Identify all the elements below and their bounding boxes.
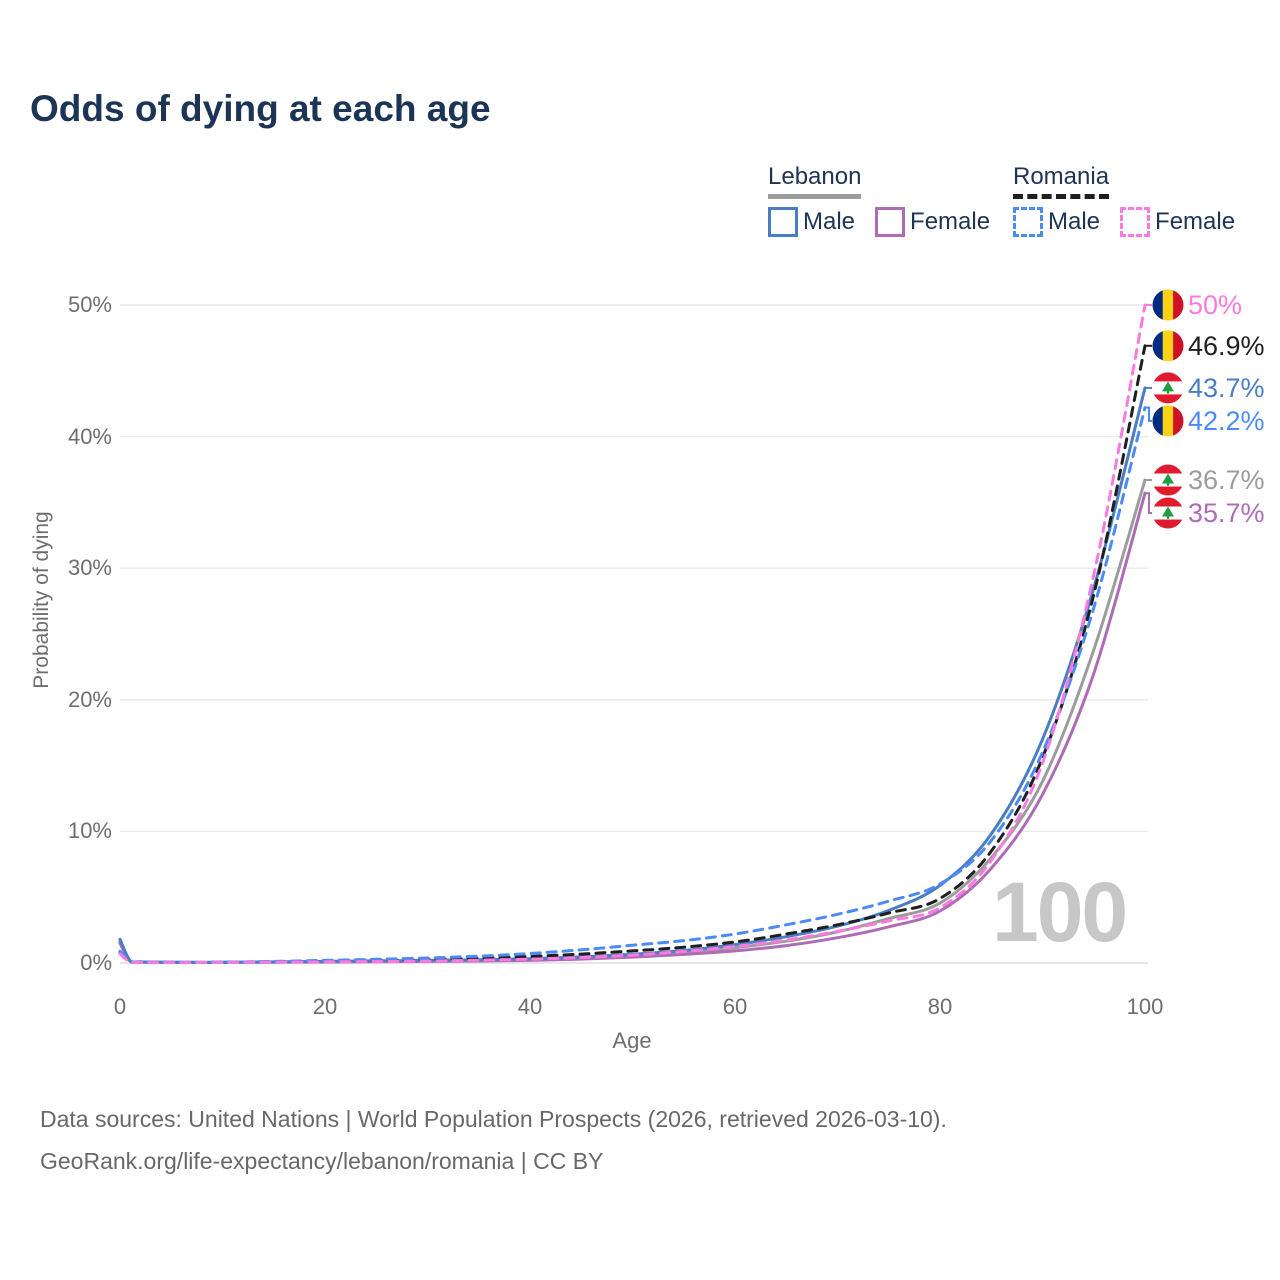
flag-cedar-trunk: [1166, 516, 1170, 519]
end-label-value: 50%: [1188, 290, 1242, 320]
flag-band-top: [1152, 497, 1184, 507]
flag-band-top: [1152, 372, 1184, 382]
flag-icon-romania: [1152, 289, 1184, 321]
legend-swatch-romania-male[interactable]: [1013, 207, 1043, 237]
flag-cedar-trunk: [1166, 390, 1170, 394]
end-label-connector: [1145, 406, 1152, 422]
flag-band-red: [1173, 289, 1184, 321]
series-line-romania-female: [118, 303, 1147, 965]
x-axis-title: Age: [612, 1028, 652, 1053]
y-tick-label: 10%: [67, 818, 112, 844]
flag-band-bottom: [1152, 519, 1184, 529]
legend-label-lebanon-male[interactable]: Male: [803, 208, 856, 235]
series-line-lebanon-total: [118, 478, 1147, 964]
flag-band-red: [1173, 330, 1184, 362]
y-tick-label: 20%: [67, 686, 112, 712]
flag-icon-romania: [1152, 330, 1184, 362]
y-tick-label: 0%: [80, 950, 112, 975]
legend-swatch-romania-female[interactable]: [1120, 207, 1151, 237]
x-tick-label: 60: [722, 994, 748, 1019]
flag-cedar: [1162, 473, 1174, 484]
flag-icon-lebanon: [1152, 497, 1184, 529]
page-title: Odds of dying at each age: [30, 88, 491, 129]
legend-group-romania: Romania Male Female: [1013, 163, 1255, 237]
flag-band-yellow: [1162, 289, 1174, 321]
end-label-value: 46.9%: [1188, 331, 1265, 361]
x-tick-label: 80: [927, 994, 953, 1019]
x-tick-label: 20: [312, 994, 338, 1019]
age-watermark: 100: [992, 865, 1128, 959]
legend-header-lebanon[interactable]: Lebanon: [768, 163, 862, 199]
flag-band-yellow: [1162, 330, 1174, 362]
flag-cedar: [1162, 506, 1174, 517]
y-tick-label: 40%: [67, 423, 112, 449]
legend-swatch-lebanon-male[interactable]: [768, 207, 798, 237]
flag-band-blue: [1152, 289, 1163, 321]
series-line-romania-male: [118, 406, 1147, 964]
end-label-value: 36.7%: [1188, 465, 1265, 495]
flag-band-bottom: [1152, 394, 1184, 404]
flag-band-bottom: [1152, 486, 1184, 496]
flag-icon-lebanon: [1152, 372, 1184, 404]
y-tick-label: 30%: [67, 555, 112, 581]
legend-label-romania-female[interactable]: Female: [1155, 208, 1236, 235]
x-tick-label: 40: [517, 994, 543, 1019]
flag-band-red: [1173, 405, 1184, 437]
footer-attribution: GeoRank.org/life-expectancy/lebanon/roma…: [40, 1148, 604, 1174]
footer-datasource: Data sources: United Nations | World Pop…: [40, 1106, 947, 1132]
y-tick-label: 50%: [67, 292, 112, 317]
x-tick-label: 0: [113, 994, 127, 1019]
end-label-connector: [1145, 492, 1152, 514]
flag-icon-romania: [1152, 405, 1184, 437]
flag-band-blue: [1152, 330, 1163, 362]
flag-cedar: [1162, 381, 1174, 392]
series-line-lebanon-male: [118, 386, 1147, 964]
flag-band-blue: [1152, 405, 1163, 437]
flag-cedar-trunk: [1166, 483, 1170, 486]
flag-band-yellow: [1162, 405, 1174, 437]
flag-icon-lebanon: [1152, 464, 1184, 496]
end-label-value: 35.7%: [1188, 498, 1265, 528]
end-label-value: 43.7%: [1188, 373, 1265, 403]
legend-group-lebanon: Lebanon Male Female: [768, 163, 1010, 237]
x-tick-label: 100: [1126, 994, 1164, 1019]
end-label-value: 42.2%: [1188, 406, 1265, 436]
legend-swatch-lebanon-female[interactable]: [875, 207, 906, 237]
series-line-lebanon-female: [118, 491, 1147, 964]
legend-header-romania[interactable]: Romania: [1013, 163, 1110, 199]
legend-label-romania-male[interactable]: Male: [1048, 208, 1101, 235]
legend-label-lebanon-female[interactable]: Female: [910, 208, 991, 235]
flag-band-top: [1152, 464, 1184, 474]
